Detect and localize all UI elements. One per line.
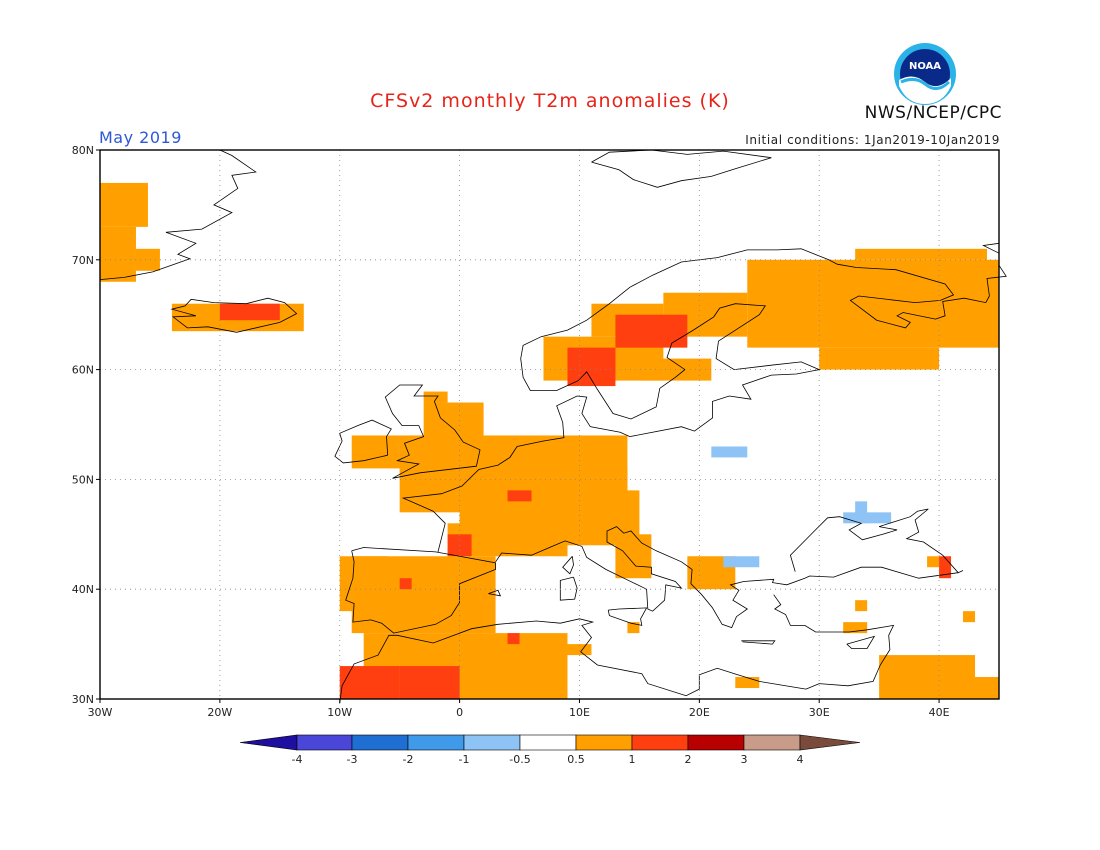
anomaly-cell xyxy=(423,391,448,403)
coastline xyxy=(334,419,392,464)
coastline xyxy=(562,556,574,575)
lon-tick-label: 0 xyxy=(456,706,463,719)
anomaly-cell xyxy=(351,435,400,469)
colorbar-label: -0.5 xyxy=(509,753,530,766)
anomaly-cell xyxy=(555,644,592,656)
colorbar-swatch xyxy=(351,734,409,751)
colorbar-label: -4 xyxy=(292,753,303,766)
lon-tick-label: 20E xyxy=(689,706,710,719)
anomaly-cell xyxy=(723,556,760,568)
colorbar-label: 3 xyxy=(741,753,748,766)
lon-tick-label: 30W xyxy=(88,706,113,719)
anomaly-cell xyxy=(615,534,652,579)
anomaly-cell xyxy=(615,314,688,348)
colorbar-label: 1 xyxy=(629,753,636,766)
anomaly-cell xyxy=(855,501,868,524)
map-title: CFSv2 monthly T2m anomalies (K) xyxy=(370,90,730,112)
lat-tick-label: 60N xyxy=(72,364,94,377)
anomaly-cells xyxy=(100,182,999,699)
anomaly-cell xyxy=(711,446,748,458)
anomaly-cell xyxy=(879,655,976,699)
lon-tick-label: 10E xyxy=(569,706,590,719)
anomaly-cell xyxy=(411,479,436,491)
colorbar-label: 2 xyxy=(685,753,692,766)
forecast-month: May 2019 xyxy=(99,128,182,147)
lat-tick-label: 80N xyxy=(72,144,94,157)
colorbar-swatch xyxy=(631,734,689,751)
lat-tick-label: 70N xyxy=(72,254,94,267)
coastline xyxy=(345,547,496,634)
coastline xyxy=(982,242,1000,254)
colorbar-swatch xyxy=(407,734,465,751)
lon-tick-label: 40E xyxy=(929,706,950,719)
initial-conditions: Initial conditions: 1Jan2019-10Jan2019 xyxy=(745,133,1000,147)
coastline xyxy=(99,149,257,280)
anomaly-cell xyxy=(507,633,520,645)
coastline xyxy=(495,526,964,629)
lat-tick-label: 50N xyxy=(72,473,94,486)
noaa-logo-icon: NOAA xyxy=(894,43,956,105)
anomaly-cell xyxy=(963,611,976,623)
coastline xyxy=(559,576,578,601)
graticule xyxy=(100,150,999,699)
colorbar-swatch xyxy=(519,734,577,751)
colorbar-low-arrow xyxy=(239,734,298,751)
anomaly-cell xyxy=(963,677,999,699)
coastline xyxy=(789,508,959,573)
colorbar-label: -3 xyxy=(347,753,358,766)
lon-tick-label: 30E xyxy=(809,706,830,719)
agency-credit: NWS/NCEP/CPC xyxy=(864,103,1002,123)
colorbar-swatch xyxy=(296,734,353,751)
colorbar-label: 4 xyxy=(797,753,804,766)
colorbar-label: -2 xyxy=(403,753,414,766)
coastline xyxy=(741,640,776,645)
lon-tick-label: 20W xyxy=(207,706,232,719)
anomaly-cell xyxy=(399,666,460,699)
anomaly-cell xyxy=(399,578,412,590)
anomaly-cell xyxy=(100,182,148,227)
coastline xyxy=(170,297,298,333)
coastline xyxy=(773,594,895,690)
anomaly-cell xyxy=(855,600,868,612)
colorbar-swatch xyxy=(575,734,633,751)
anomaly-cell xyxy=(735,677,760,689)
anomaly-cell xyxy=(939,292,999,337)
anomaly-cell xyxy=(219,303,280,321)
anomaly-cell xyxy=(339,556,388,612)
lat-tick-label: 40N xyxy=(72,583,94,596)
lon-tick-label: 10W xyxy=(327,706,352,719)
colorbar-swatch xyxy=(463,734,521,751)
anomaly-cell xyxy=(100,226,136,282)
anomaly-cell xyxy=(423,402,484,436)
colorbar: -4 -3 -2 -1 -0.5 0.5 1 2 3 4 xyxy=(239,734,861,766)
anomaly-cell xyxy=(135,248,160,271)
map-frame xyxy=(99,149,1000,700)
colorbar-high-arrow xyxy=(799,734,861,751)
coastline xyxy=(591,149,772,188)
colorbar-swatch xyxy=(743,734,801,751)
anomaly-cell xyxy=(927,556,940,568)
coastlines xyxy=(99,149,1007,704)
coastline xyxy=(846,635,876,649)
coastline xyxy=(339,618,807,704)
anomaly-cell xyxy=(939,556,952,579)
anomaly-cell xyxy=(339,666,400,699)
coastline xyxy=(488,589,502,597)
coastline xyxy=(607,607,648,626)
anomaly-cell xyxy=(819,347,940,370)
coastline xyxy=(401,248,1007,552)
anomaly-cell xyxy=(843,622,868,634)
colorbar-label: -1 xyxy=(459,753,470,766)
logo-text: NOAA xyxy=(909,61,941,72)
anomaly-cell xyxy=(627,622,640,634)
colorbar-label: 0.5 xyxy=(567,753,585,766)
anomaly-cell xyxy=(507,490,532,502)
colorbar-swatch xyxy=(687,734,745,751)
anomaly-cell xyxy=(855,248,988,260)
lat-tick-label: 30N xyxy=(72,693,94,706)
coastline xyxy=(384,384,481,479)
